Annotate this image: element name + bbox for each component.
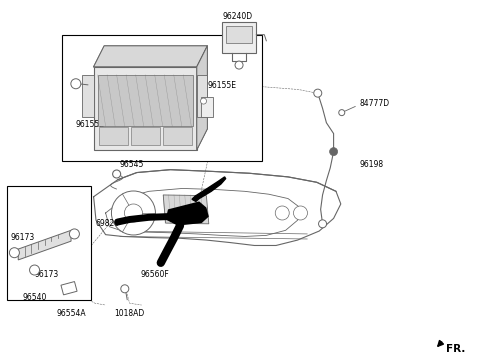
Circle shape bbox=[293, 206, 308, 220]
Text: 69826: 69826 bbox=[95, 219, 119, 228]
Bar bbox=[98, 127, 128, 145]
Circle shape bbox=[113, 170, 120, 178]
Bar bbox=[226, 26, 252, 43]
Polygon shape bbox=[94, 46, 207, 67]
Text: 96173: 96173 bbox=[35, 270, 59, 279]
Bar bbox=[94, 67, 197, 150]
Circle shape bbox=[339, 110, 345, 116]
Circle shape bbox=[71, 79, 81, 89]
Text: 1018AD: 1018AD bbox=[114, 309, 145, 318]
Bar bbox=[61, 282, 77, 295]
Circle shape bbox=[330, 148, 337, 156]
Circle shape bbox=[30, 265, 39, 275]
Polygon shape bbox=[192, 177, 226, 201]
Bar bbox=[131, 127, 159, 145]
Bar bbox=[197, 75, 207, 117]
Circle shape bbox=[235, 61, 243, 69]
Polygon shape bbox=[163, 195, 209, 224]
Text: 84777D: 84777D bbox=[359, 100, 389, 108]
Polygon shape bbox=[166, 201, 209, 226]
Text: 96240D: 96240D bbox=[222, 12, 252, 21]
Circle shape bbox=[275, 206, 289, 220]
Circle shape bbox=[319, 220, 326, 228]
Polygon shape bbox=[18, 230, 71, 260]
Circle shape bbox=[70, 229, 79, 239]
Text: 96540: 96540 bbox=[23, 293, 47, 302]
Text: 96155E: 96155E bbox=[207, 81, 236, 90]
Circle shape bbox=[111, 191, 156, 235]
Bar bbox=[82, 75, 94, 117]
Text: 96545: 96545 bbox=[119, 160, 144, 169]
Circle shape bbox=[10, 248, 19, 258]
Bar bbox=[7, 186, 91, 300]
Text: FR.: FR. bbox=[446, 344, 466, 354]
Polygon shape bbox=[197, 46, 207, 150]
Bar bbox=[163, 127, 192, 145]
Circle shape bbox=[124, 204, 143, 222]
Text: 96198: 96198 bbox=[359, 160, 383, 169]
Circle shape bbox=[314, 89, 322, 97]
Circle shape bbox=[121, 285, 129, 293]
Bar bbox=[222, 22, 256, 53]
Bar bbox=[201, 97, 213, 117]
Text: 96173: 96173 bbox=[11, 233, 35, 242]
Text: 96155D: 96155D bbox=[76, 120, 106, 129]
Bar bbox=[97, 75, 193, 126]
Text: 96560F: 96560F bbox=[140, 270, 169, 279]
Text: 96554A: 96554A bbox=[56, 309, 86, 318]
Circle shape bbox=[201, 98, 206, 104]
Bar bbox=[62, 35, 262, 161]
